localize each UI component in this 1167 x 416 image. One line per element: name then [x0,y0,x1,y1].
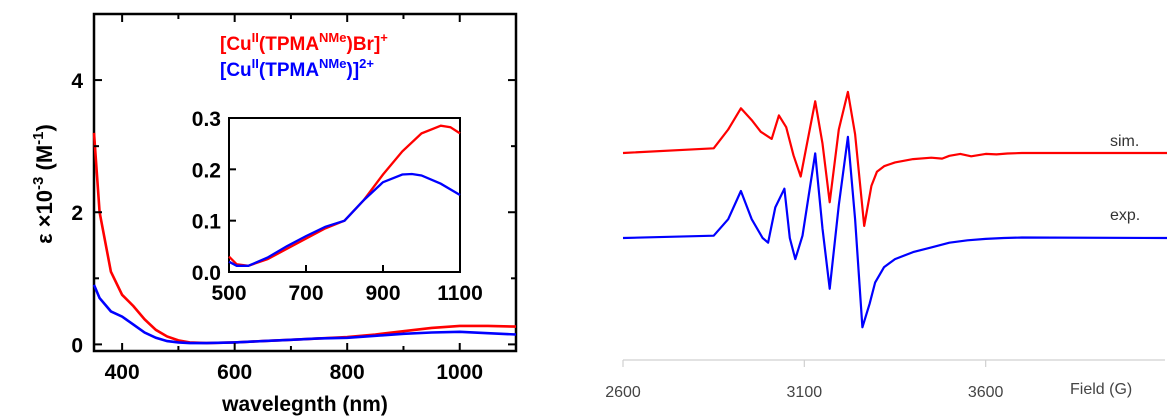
inset-y-tick-label: 0.0 [192,262,221,285]
left-y-tick-label: 2 [71,202,83,225]
sim-label: sim. [1110,133,1139,150]
inset-x-tick-label: 700 [288,282,323,305]
epr-series-group [622,90,1167,329]
left-x-tick-label: 1000 [436,361,483,384]
epr-axis-ticks [622,360,987,367]
inset-x-tick-label: 900 [365,282,400,305]
left-y-tick-label: 0 [71,334,83,357]
legend-entry-cu: [CuII(TPMANMe)]2+ [220,56,374,81]
left-axis-ticks [94,14,516,351]
inset-x-tick-label: 1100 [437,282,483,305]
epr-x-tick-label: 3600 [968,384,1004,401]
inset-series-line [228,172,461,267]
epr-x-tick-label: 2600 [605,384,641,401]
left-x-axis-label: wavelegnth (nm) [221,393,388,416]
left-x-tick-label: 800 [330,361,365,384]
absorbance-chart: 400 600 800 1000 0 2 4 wavelegnth (nm) ε… [30,12,518,416]
left-series-group [92,132,517,345]
inset-y-tick-label: 0.1 [192,211,222,234]
inset-axis-ticks [228,117,461,273]
epr-x-tick-label: 3100 [787,384,823,401]
legend-entry-cu-br: [CuII(TPMANMe)Br]+ [220,30,388,55]
left-y-axis-label: ε ×10-3 (M-1) [30,124,57,244]
inset-x-tick-label: 500 [211,282,246,305]
inset-y-tick-label: 0.2 [192,159,221,182]
inset-series-line [228,124,461,267]
left-plot-frame [92,12,518,353]
left-y-tick-label: 4 [71,70,83,93]
epr-chart: 2600 3100 3600 Field (G) sim. exp. [605,90,1167,401]
left-x-tick-label: 400 [105,361,140,384]
series-line [92,284,517,345]
epr-series-line [622,135,1167,329]
inset-series-group [228,124,461,267]
inset-chart: 500 700 900 1100 0.0 0.1 0.2 0.3 [192,108,483,305]
left-x-tick-label: 600 [217,361,252,384]
epr-series-line [622,90,1167,227]
inset-plot-frame [228,117,461,273]
epr-x-axis-label: Field (G) [1070,381,1132,398]
exp-label: exp. [1110,207,1140,224]
inset-y-tick-label: 0.3 [192,108,221,131]
